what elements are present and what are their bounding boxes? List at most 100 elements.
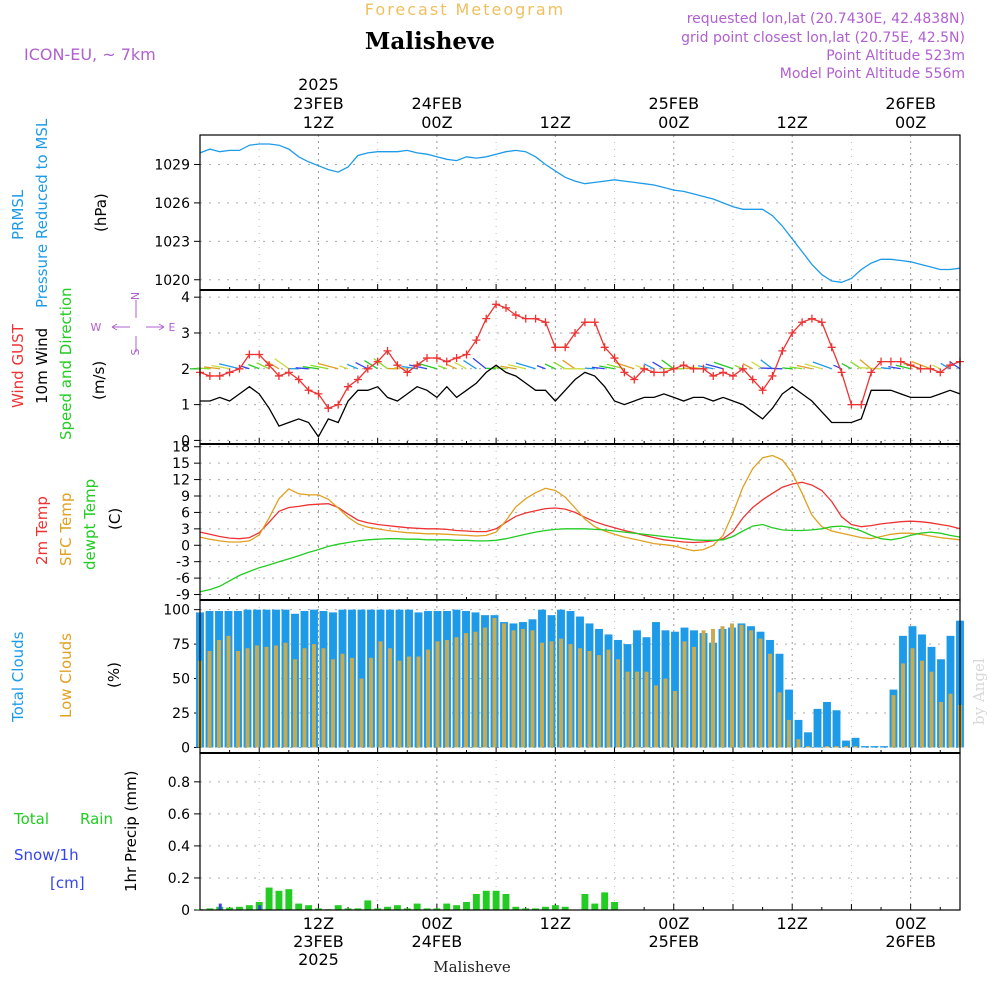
gust-marker xyxy=(580,318,589,327)
wind-direction-arrow xyxy=(859,359,872,370)
wind-direction-arrow xyxy=(317,362,339,370)
low-cloud-bar xyxy=(540,642,544,748)
temperature-ytick-label: -3 xyxy=(176,555,190,571)
gust-marker xyxy=(778,346,787,355)
gust-marker xyxy=(847,400,856,409)
precipitation-panel: 0 0.2 0.4 0.6 0.8 xyxy=(168,752,961,919)
temperature-ytick-label: 18 xyxy=(172,440,190,456)
wind-direction-arrow xyxy=(949,360,961,370)
wind-direction-arrow xyxy=(760,367,783,370)
pressure-ytick-label: 1023 xyxy=(154,234,190,250)
wind-direction-arrow xyxy=(248,363,260,370)
gust-marker xyxy=(304,386,313,395)
point-altitude: Point Altitude 523m xyxy=(826,48,965,64)
wind-direction-arrow xyxy=(599,365,615,370)
gust-marker xyxy=(709,371,718,380)
precip-label-total: Total xyxy=(13,810,49,828)
rain-bar xyxy=(502,893,510,910)
rain-bar xyxy=(433,908,441,910)
wind-direction-arrow xyxy=(339,365,349,370)
rain-bar xyxy=(245,905,253,910)
wind-direction-arrow xyxy=(463,359,477,370)
clouds-label-total: Total Clouds xyxy=(9,631,27,723)
bottom-time-label: 00Z xyxy=(658,914,689,933)
gust-marker xyxy=(501,303,510,312)
gust-marker xyxy=(788,328,797,337)
low-cloud-bar xyxy=(312,644,316,748)
temperature-ytick-label: 0 xyxy=(181,538,190,554)
low-cloud-bar xyxy=(673,690,677,748)
wind-direction-arrow xyxy=(742,363,754,370)
compass-e: E xyxy=(169,321,176,334)
bottom-time-label: 12Z xyxy=(303,914,334,933)
gust-marker xyxy=(689,364,698,373)
gust-marker xyxy=(413,361,422,370)
wind-direction-arrow xyxy=(841,362,852,370)
low-cloud-bar xyxy=(796,739,801,748)
wind-direction-arrow xyxy=(804,363,822,370)
low-cloud-bar xyxy=(331,659,335,748)
total-cloud-bar xyxy=(851,737,860,748)
rain-bar xyxy=(482,890,490,910)
snow-bar xyxy=(258,905,262,910)
wind-direction-arrow xyxy=(274,358,290,370)
gust-marker xyxy=(758,386,767,395)
low-cloud-bar xyxy=(578,648,582,748)
low-cloud-bar xyxy=(559,638,563,748)
top-time-label: 2025 xyxy=(298,75,339,94)
low-cloud-bar xyxy=(749,630,753,748)
gust-marker xyxy=(719,368,728,377)
pressure-frame xyxy=(199,134,961,291)
pressure-label-msl: Pressure Reduced to MSL xyxy=(33,118,51,308)
model-altitude: Model Point Altitude 556m xyxy=(780,66,965,82)
rain-bar xyxy=(561,906,569,910)
wind-direction-arrow xyxy=(562,359,576,370)
gust-marker xyxy=(511,311,520,320)
low-cloud-bar xyxy=(464,633,468,748)
low-cloud-bar xyxy=(939,702,943,748)
low-cloud-bar xyxy=(853,746,858,748)
gust-marker xyxy=(265,361,274,370)
rain-bar xyxy=(314,908,322,910)
precipitation-ytick-label: 0.2 xyxy=(168,871,190,887)
low-cloud-bar xyxy=(426,649,430,748)
low-cloud-bar xyxy=(806,746,810,748)
wind-direction-arrow xyxy=(302,366,319,370)
low-cloud-bar xyxy=(454,637,459,748)
rain-bar xyxy=(423,908,431,910)
rain-bar xyxy=(295,903,303,910)
footer-station: Malisheve xyxy=(433,958,511,976)
total-cloud-bar xyxy=(832,710,841,748)
gust-marker xyxy=(867,368,876,377)
low-cloud-bar xyxy=(255,645,259,748)
wind-direction-arrow xyxy=(310,364,329,370)
rain-bar xyxy=(453,905,461,910)
gust-marker xyxy=(896,357,905,366)
rain-bar xyxy=(285,889,293,910)
gust-marker xyxy=(294,375,303,384)
meteogram-subtitle: Forecast Meteogram xyxy=(365,0,565,19)
wind-direction-arrow xyxy=(507,364,526,370)
total-cloud-bar xyxy=(357,609,366,748)
gust-marker xyxy=(571,328,580,337)
temp-label-2m: 2m Temp xyxy=(33,496,51,565)
gust-marker xyxy=(877,357,886,366)
bottom-time-label: 12Z xyxy=(540,914,571,933)
low-cloud-bar xyxy=(606,649,611,748)
temperature-frame xyxy=(199,443,961,601)
temperature-ytick-label: 9 xyxy=(181,489,190,505)
wind-ytick-label: 1 xyxy=(181,398,190,414)
wind-direction-arrow xyxy=(881,367,891,370)
wind-direction-arrow xyxy=(196,367,210,370)
gust-marker xyxy=(452,354,461,363)
low-cloud-bar xyxy=(483,627,487,748)
gust-marker xyxy=(284,368,293,377)
gust-marker xyxy=(245,350,254,359)
clouds-ytick-label: 75 xyxy=(172,637,190,653)
credit-watermark: by Angel xyxy=(970,658,988,725)
gridpoint-coords: grid point closest lon,lat (20.75E, 42.5… xyxy=(681,30,965,46)
gust-marker xyxy=(827,343,836,352)
precipitation-ytick-label: 0.8 xyxy=(168,775,190,791)
gust-marker xyxy=(916,364,925,373)
